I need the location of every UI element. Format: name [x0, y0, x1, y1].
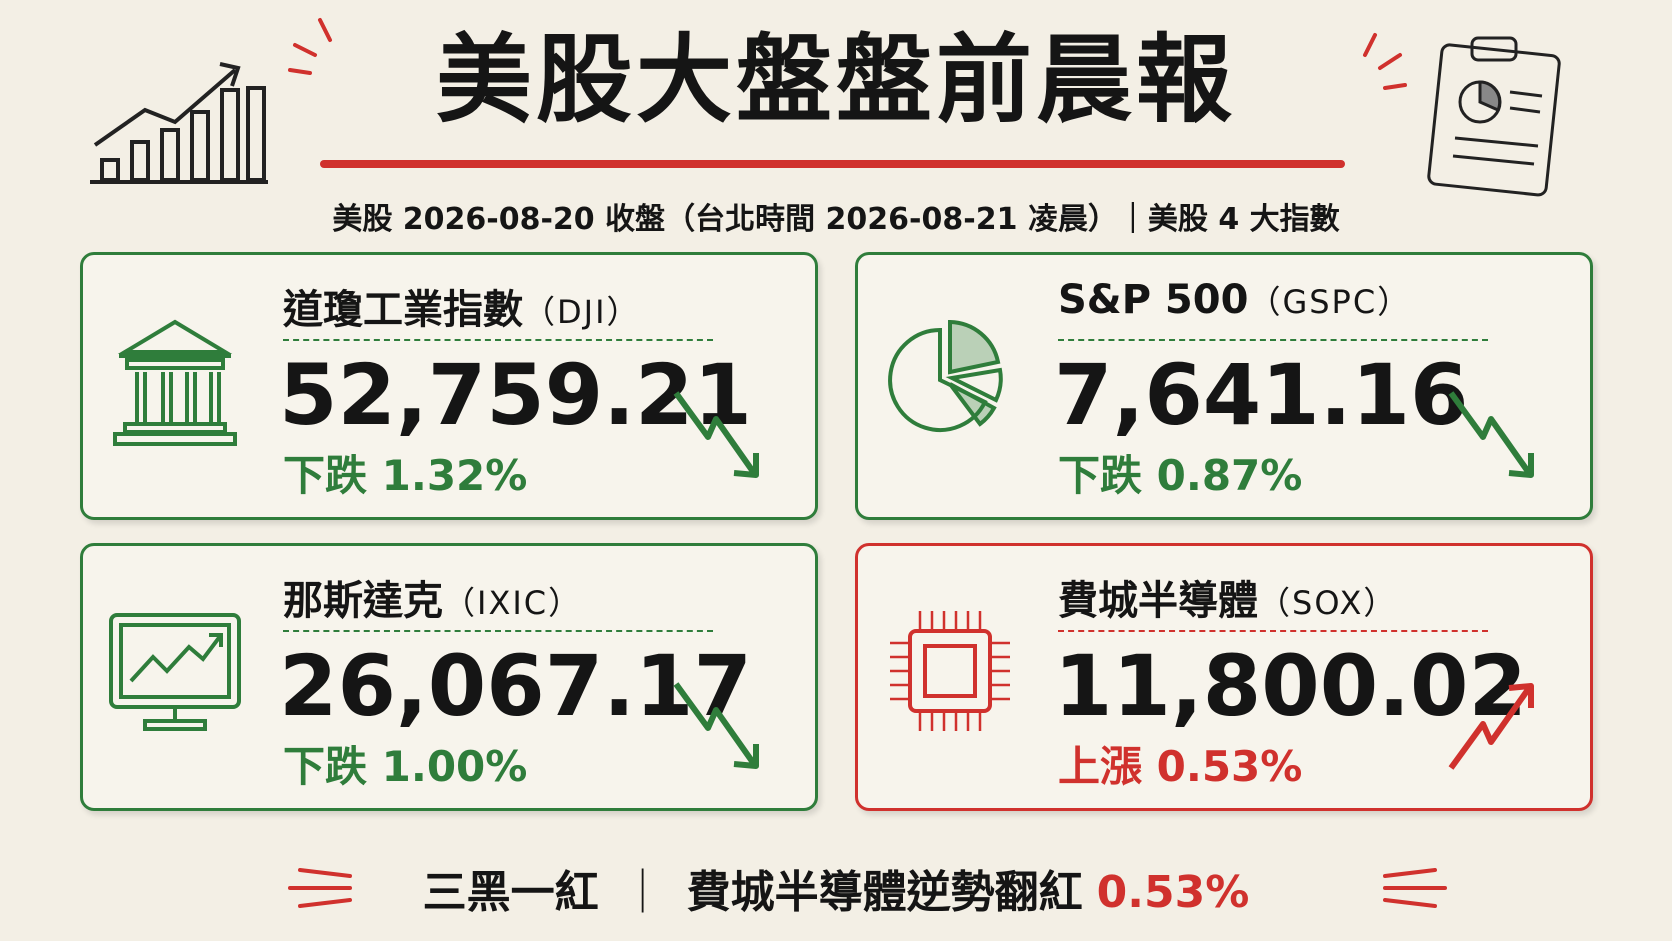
index-code: （GSPC） — [1248, 283, 1412, 321]
index-code: （IXIC） — [443, 584, 583, 622]
trend-arrow — [673, 682, 759, 769]
footer-highlight: 0.53% — [1096, 867, 1250, 918]
index-name: 道瓊工業指數（DJI） — [283, 277, 641, 335]
index-icon — [109, 613, 241, 731]
index-change: 上漲 0.53% — [1058, 746, 1302, 788]
index-name: 那斯達克（IXIC） — [283, 568, 582, 626]
index-code: （SOX） — [1258, 584, 1398, 622]
index-value: 26,067.17 — [279, 637, 752, 735]
index-name-text: 費城半導體 — [1058, 578, 1258, 624]
divider — [1058, 339, 1488, 341]
accent-strokes — [288, 18, 332, 75]
change-label: 上漲 — [1058, 742, 1143, 791]
change-label: 下跌 — [1058, 451, 1143, 500]
index-name: S&P 500（GSPC） — [1058, 277, 1411, 323]
trend-arrow — [673, 391, 759, 478]
change-percent: 0.53% — [1156, 742, 1303, 791]
divider — [283, 630, 713, 632]
change-label: 下跌 — [283, 742, 368, 791]
index-card: S&P 500（GSPC） 7,641.16 下跌 0.87% — [855, 252, 1593, 520]
title: 美股大盤盤前晨報 — [436, 24, 1236, 136]
footer-summary: 三黑一紅 — [422, 867, 599, 918]
change-percent: 1.00% — [381, 742, 528, 791]
index-change: 下跌 1.00% — [283, 746, 527, 788]
index-card: 費城半導體（SOX） 11,800.02 上漲 0.53% — [855, 543, 1593, 811]
index-name-text: S&P 500 — [1058, 277, 1249, 323]
change-percent: 1.32% — [381, 451, 528, 500]
accent-strokes — [1383, 868, 1447, 908]
index-value: 7,641.16 — [1054, 346, 1469, 444]
index-icon — [890, 611, 1010, 731]
index-card: 那斯達克（IXIC） 26,067.17 下跌 1.00% — [80, 543, 818, 811]
subtitle: 美股 2026-08-20 收盤（台北時間 2026-08-21 凌晨）｜美股 … — [332, 202, 1340, 237]
index-name-text: 那斯達克 — [283, 578, 443, 624]
divider — [283, 339, 713, 341]
accent-strokes — [288, 868, 352, 908]
index-change: 下跌 0.87% — [1058, 455, 1302, 497]
index-name: 費城半導體（SOX） — [1058, 568, 1397, 626]
growth-icon — [90, 62, 268, 184]
index-card: 道瓊工業指數（DJI） 52,759.21 下跌 1.32% — [80, 252, 818, 520]
accent-strokes — [1363, 33, 1407, 90]
divider — [1058, 630, 1488, 632]
footer-note: 費城半導體逆勢翻紅 — [686, 867, 1083, 918]
trend-arrow — [1448, 391, 1534, 478]
index-value: 52,759.21 — [279, 346, 752, 444]
index-name-text: 道瓊工業指數 — [283, 287, 523, 333]
title-underline — [320, 160, 1345, 168]
index-value: 11,800.02 — [1054, 637, 1527, 735]
change-label: 下跌 — [283, 451, 368, 500]
index-change: 下跌 1.32% — [283, 455, 527, 497]
index-icon — [113, 319, 237, 446]
index-icon — [888, 319, 1003, 432]
trend-arrow — [1448, 683, 1534, 770]
clipboard-icon — [1427, 36, 1561, 197]
change-percent: 0.87% — [1156, 451, 1303, 500]
footer-separator: ｜ — [620, 867, 665, 918]
footer: 三黑一紅 ｜ 費城半導體逆勢翻紅 0.53% — [0, 856, 1672, 920]
index-code: （DJI） — [523, 293, 641, 331]
